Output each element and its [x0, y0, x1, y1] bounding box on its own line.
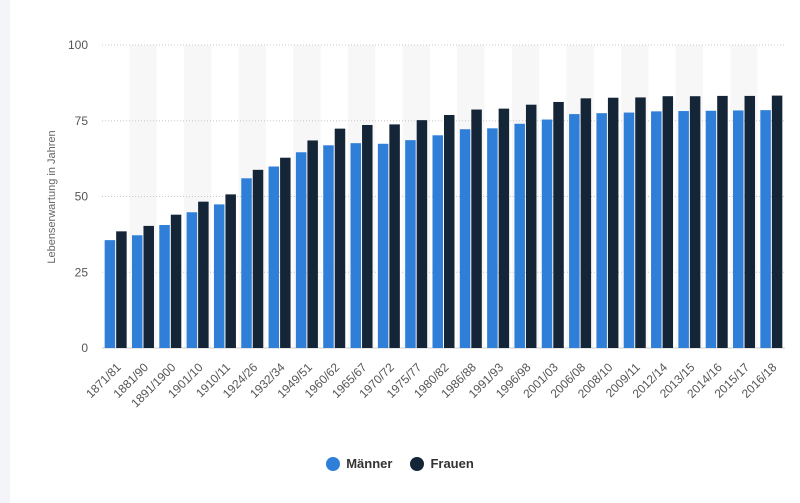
- y-tick-label: 50: [75, 190, 89, 204]
- bar-frauen[interactable]: [252, 169, 264, 348]
- bar-maenner[interactable]: [213, 204, 225, 348]
- bar-frauen[interactable]: [416, 120, 428, 348]
- bar-frauen[interactable]: [607, 97, 619, 348]
- bar-maenner[interactable]: [541, 119, 553, 349]
- bar-maenner[interactable]: [596, 113, 607, 348]
- bar-frauen[interactable]: [662, 96, 674, 348]
- bar-frauen[interactable]: [498, 108, 510, 348]
- bar-maenner[interactable]: [678, 111, 689, 348]
- legend-swatch-frauen: [410, 456, 425, 471]
- bar-frauen[interactable]: [525, 104, 537, 348]
- bar-frauen[interactable]: [280, 157, 291, 348]
- y-tick-label: 100: [68, 38, 88, 52]
- bar-maenner[interactable]: [760, 110, 771, 349]
- bar-frauen[interactable]: [717, 95, 728, 349]
- bar-maenner[interactable]: [377, 143, 389, 348]
- bar-frauen[interactable]: [553, 101, 564, 349]
- bar-maenner[interactable]: [569, 114, 580, 348]
- x-axis-ticks: 1871/811881/901891/19001901/101910/11192…: [83, 360, 779, 410]
- bar-maenner[interactable]: [405, 140, 416, 348]
- y-tick-label: 0: [81, 341, 88, 355]
- bar-frauen[interactable]: [170, 214, 182, 348]
- bar-maenner[interactable]: [241, 178, 252, 348]
- legend-swatch-maenner: [326, 456, 341, 471]
- bar-frauen[interactable]: [198, 201, 209, 348]
- legend-item-frauen[interactable]: Frauen: [410, 456, 474, 471]
- y-tick-label: 25: [75, 265, 89, 279]
- bar-maenner[interactable]: [623, 112, 635, 348]
- bar-maenner[interactable]: [159, 224, 170, 348]
- bar-frauen[interactable]: [744, 95, 756, 349]
- y-axis-ticks: 0 25 50 75 100: [68, 38, 88, 355]
- bars: [104, 95, 783, 349]
- y-axis-label: Lebenserwartung in Jahren: [46, 130, 58, 263]
- y-tick-label: 75: [75, 114, 89, 128]
- bar-frauen[interactable]: [143, 225, 154, 348]
- bar-frauen[interactable]: [389, 124, 400, 348]
- legend-label-frauen: Frauen: [430, 456, 474, 471]
- bar-maenner[interactable]: [268, 166, 280, 348]
- bar-maenner[interactable]: [131, 235, 143, 348]
- bar-frauen[interactable]: [580, 98, 592, 348]
- bar-frauen[interactable]: [771, 95, 783, 348]
- bar-maenner[interactable]: [651, 111, 662, 349]
- bar-frauen[interactable]: [471, 109, 482, 348]
- bar-maenner[interactable]: [733, 110, 744, 348]
- bar-frauen[interactable]: [362, 124, 373, 348]
- bar-frauen[interactable]: [307, 140, 318, 348]
- bar-frauen[interactable]: [444, 114, 455, 348]
- bar-maenner[interactable]: [432, 135, 444, 348]
- bar-maenner[interactable]: [323, 145, 334, 348]
- bar-frauen[interactable]: [334, 128, 346, 348]
- bar-maenner[interactable]: [514, 123, 525, 348]
- bar-maenner[interactable]: [186, 212, 198, 348]
- legend-label-maenner: Männer: [346, 456, 393, 471]
- bar-frauen[interactable]: [116, 231, 127, 348]
- bar-maenner[interactable]: [350, 143, 362, 348]
- bar-frauen[interactable]: [225, 194, 236, 348]
- legend-item-maenner[interactable]: Männer: [326, 456, 392, 471]
- bar-maenner[interactable]: [705, 110, 717, 348]
- bar-maenner[interactable]: [295, 152, 307, 348]
- bar-frauen[interactable]: [689, 96, 701, 348]
- legend: Männer Frauen: [0, 456, 800, 471]
- bar-maenner[interactable]: [104, 240, 116, 348]
- bar-maenner[interactable]: [459, 129, 471, 348]
- bar-frauen[interactable]: [635, 97, 646, 348]
- bar-maenner[interactable]: [487, 128, 498, 348]
